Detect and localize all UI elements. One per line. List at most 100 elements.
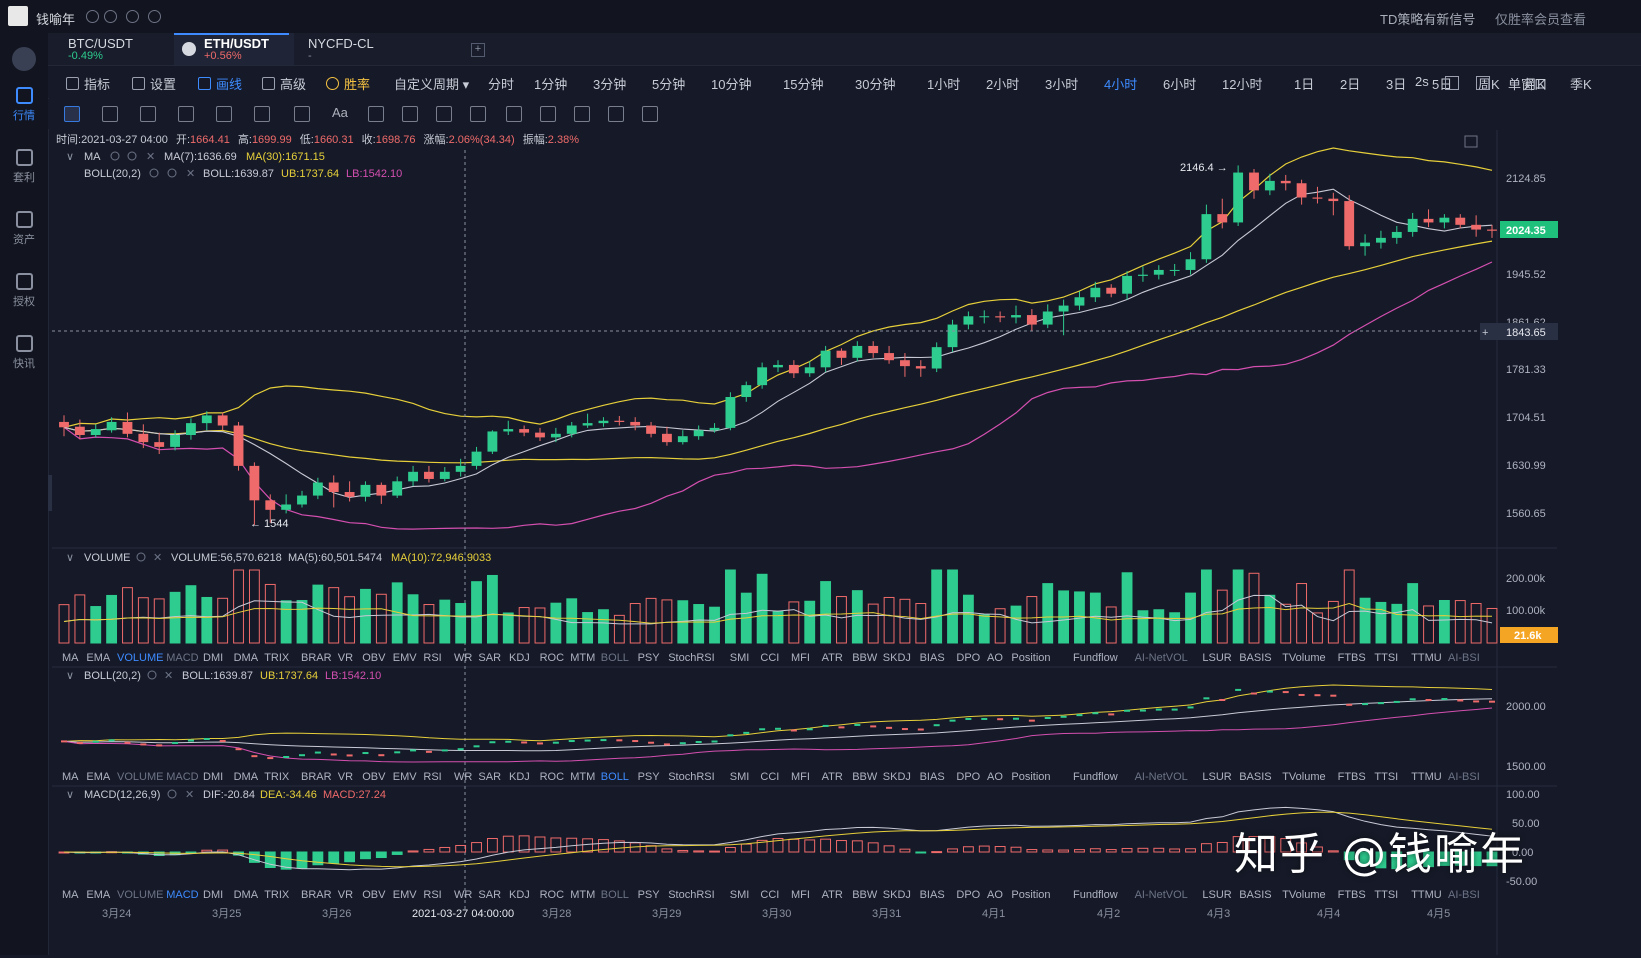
left-collapse-handle[interactable] (48, 475, 54, 511)
tab-eth-usdt[interactable]: ETH/USDT +0.56% (174, 33, 294, 65)
indicator-tab-skdj[interactable]: SKDJ (883, 652, 911, 664)
indicator-tab-fundflow[interactable]: Fundflow (1073, 652, 1118, 664)
indicator-tab-cci[interactable]: CCI (760, 889, 779, 901)
lock-drawings-icon[interactable] (540, 106, 556, 122)
macd-collapse-icon[interactable]: ∨ (66, 789, 74, 801)
verify-icon[interactable] (104, 10, 117, 23)
brush-tool-icon[interactable] (470, 106, 486, 122)
sidebar-item-assets[interactable]: 资产 (0, 211, 48, 247)
boll-panel-collapse-icon[interactable]: ∨ (66, 670, 74, 682)
indicator-tab-vr[interactable]: VR (338, 771, 353, 783)
phone-icon[interactable] (148, 10, 161, 23)
eye-icon[interactable] (149, 168, 159, 178)
advanced-button[interactable]: 高级 (262, 74, 306, 93)
indicator-tab-position[interactable]: Position (1011, 652, 1050, 664)
indicator-tab-roc[interactable]: ROC (540, 652, 565, 664)
period-12[interactable]: 12小时 (1222, 77, 1263, 92)
period-10[interactable]: 4小时 (1104, 77, 1138, 92)
app-logo[interactable] (12, 47, 36, 71)
screenshot-icon[interactable] (1476, 76, 1490, 90)
period-7[interactable]: 1小时 (927, 77, 961, 92)
indicator-tab-ttmu[interactable]: TTMU (1411, 771, 1442, 783)
period-3[interactable]: 5分钟 (652, 77, 686, 92)
indicator-tab-cci[interactable]: CCI (760, 652, 779, 664)
indicator-tab-wr[interactable]: WR (454, 652, 472, 664)
td-signal-notice[interactable]: TD策略有新信号 (1380, 12, 1476, 27)
kline-chart[interactable]: 时间:2021-03-27 04:00 开:1664.41 高:1699.99 … (52, 130, 1641, 955)
period-15[interactable]: 3日 (1386, 77, 1407, 92)
window-mode-button[interactable]: 单窗口 (1508, 77, 1548, 92)
gear-icon[interactable] (127, 151, 137, 161)
close-icon[interactable]: ✕ (153, 552, 162, 564)
indicator-tab-ttsi[interactable]: TTSI (1374, 889, 1398, 901)
gear-icon[interactable] (167, 168, 177, 178)
indicator-tab-dmi[interactable]: DMI (203, 652, 223, 664)
ruler-tool-icon[interactable] (436, 106, 452, 122)
indicator-tab-ai-bsi[interactable]: AI-BSI (1448, 771, 1480, 783)
indicator-tab-stochrsi[interactable]: StochRSI (668, 652, 714, 664)
gear-icon[interactable] (167, 789, 177, 799)
indicator-tab-sar[interactable]: SAR (478, 652, 501, 664)
gear-icon[interactable] (136, 552, 146, 562)
period-8[interactable]: 2小时 (986, 77, 1020, 92)
period-19[interactable]: 季K (1570, 77, 1592, 92)
period-1[interactable]: 1分钟 (534, 77, 568, 92)
indicator-tab-kdj[interactable]: KDJ (509, 771, 530, 783)
pattern-tool-icon[interactable] (506, 106, 522, 122)
indicator-tab-ai-bsi[interactable]: AI-BSI (1448, 889, 1480, 901)
parallel-tool-icon[interactable] (140, 106, 156, 122)
indicator-tab-mtm[interactable]: MTM (570, 889, 595, 901)
indicator-tab-ao[interactable]: AO (987, 889, 1003, 901)
indicator-tab-emv[interactable]: EMV (393, 771, 418, 783)
indicator-tab-roc[interactable]: ROC (540, 771, 565, 783)
indicator-tab-brar[interactable]: BRAR (301, 771, 332, 783)
indicator-tab-mfi[interactable]: MFI (791, 652, 810, 664)
period-14[interactable]: 2日 (1340, 77, 1361, 92)
indicator-tab-dma[interactable]: DMA (234, 889, 259, 901)
indicator-button[interactable]: 指标 (66, 74, 110, 93)
indicator-tab-roc[interactable]: ROC (540, 889, 565, 901)
indicator-tab-lsur[interactable]: LSUR (1202, 771, 1231, 783)
period-13[interactable]: 1日 (1294, 77, 1315, 92)
indicator-tab-tvolume[interactable]: TVolume (1282, 889, 1325, 901)
indicator-tab-tvolume[interactable]: TVolume (1282, 771, 1325, 783)
fullscreen-icon[interactable] (1445, 76, 1459, 90)
indicator-tab-ttsi[interactable]: TTSI (1374, 771, 1398, 783)
indicator-tab-obv[interactable]: OBV (362, 771, 386, 783)
indicator-tab-dmi[interactable]: DMI (203, 889, 223, 901)
indicator-tab-basis[interactable]: BASIS (1239, 771, 1271, 783)
trash-icon[interactable] (642, 106, 658, 122)
indicator-tab-ma[interactable]: MA (62, 889, 79, 901)
indicator-tab-lsur[interactable]: LSUR (1202, 652, 1231, 664)
indicator-tab-dpo[interactable]: DPO (956, 652, 980, 664)
indicator-tab-wr[interactable]: WR (454, 889, 472, 901)
line-tool-icon[interactable] (102, 106, 118, 122)
expand-panel-icon[interactable] (1464, 135, 1478, 148)
indicator-tab-psy[interactable]: PSY (638, 889, 661, 901)
indicator-tab-brar[interactable]: BRAR (301, 652, 332, 664)
indicator-tab-rsi[interactable]: RSI (423, 889, 441, 901)
fib-tool-icon[interactable] (216, 106, 232, 122)
period-6[interactable]: 30分钟 (855, 77, 896, 92)
indicator-tab-mtm[interactable]: MTM (570, 652, 595, 664)
close-icon[interactable]: ✕ (146, 151, 155, 163)
indicator-tab-cci[interactable]: CCI (760, 771, 779, 783)
indicator-tab-ao[interactable]: AO (987, 771, 1003, 783)
ma-collapse-icon[interactable]: ∨ (66, 151, 74, 163)
user-avatar[interactable] (8, 6, 28, 26)
indicator-tab-stochrsi[interactable]: StochRSI (668, 771, 714, 783)
indicator-tab-skdj[interactable]: SKDJ (883, 889, 911, 901)
indicator-tab-fundflow[interactable]: Fundflow (1073, 771, 1118, 783)
tab-btc-usdt[interactable]: BTC/USDT -0.49% (68, 36, 133, 62)
settings-button[interactable]: 设置 (132, 74, 176, 93)
indicator-tab-bias[interactable]: BIAS (920, 652, 945, 664)
indicator-tab-kdj[interactable]: KDJ (509, 889, 530, 901)
sidebar-item-arbitrage[interactable]: 套利 (0, 149, 48, 185)
check-icon[interactable] (126, 10, 139, 23)
indicator-tab-ema[interactable]: EMA (86, 652, 111, 664)
indicator-tab-dma[interactable]: DMA (234, 652, 259, 664)
indicator-tab-ma[interactable]: MA (62, 652, 79, 664)
indicator-tab-kdj[interactable]: KDJ (509, 652, 530, 664)
period-9[interactable]: 3小时 (1045, 77, 1079, 92)
gear-icon[interactable] (147, 670, 157, 680)
